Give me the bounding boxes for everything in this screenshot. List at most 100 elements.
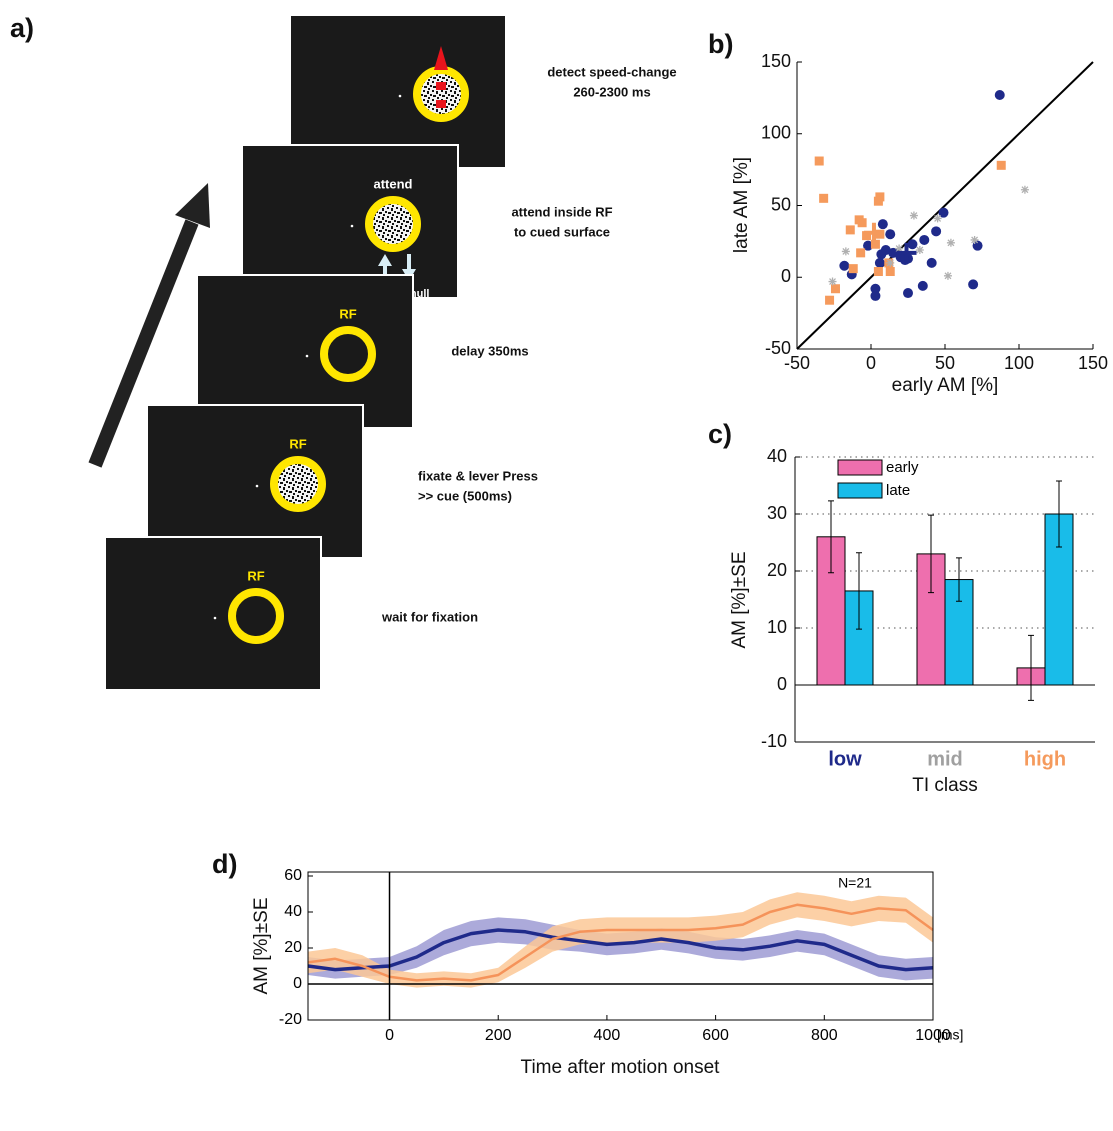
y-tick-label: 50 (771, 194, 791, 214)
point (863, 240, 874, 251)
error-bar (956, 557, 962, 602)
point (856, 248, 866, 258)
x-tick-label: low (828, 748, 862, 770)
point (996, 160, 1006, 170)
x-tick-label: high (1024, 748, 1066, 770)
screen-label: attend (374, 176, 413, 191)
y-tick-label: -20 (279, 1011, 302, 1028)
panel-label: c) (708, 419, 732, 449)
point (895, 244, 904, 253)
receptive-field (270, 456, 326, 512)
plot-frame (307, 871, 934, 1021)
point (870, 283, 881, 294)
task-screen: RF (104, 536, 322, 691)
screen-caption: >> cue (500ms) (418, 488, 512, 503)
screen-caption: attend inside RF (511, 204, 612, 219)
screen-caption: delay 350ms (451, 343, 528, 358)
progress-arrow (88, 219, 199, 468)
x-unit: [ms] (937, 1027, 963, 1043)
x-tick-label: 400 (594, 1027, 621, 1044)
point (874, 257, 885, 268)
y-tick-label: 0 (777, 674, 787, 694)
point (885, 267, 895, 277)
point (903, 288, 913, 299)
point (845, 225, 855, 235)
point (877, 219, 888, 230)
screen (146, 404, 364, 559)
screen-label: RF (339, 306, 356, 321)
annotation: N=21 (838, 875, 872, 891)
legend-swatch (837, 459, 883, 476)
line (307, 903, 934, 982)
fixation-point (398, 94, 402, 98)
error-band (308, 917, 933, 981)
screen-label: RF (289, 436, 306, 451)
point (943, 271, 952, 280)
x-tick-label: 600 (702, 1027, 729, 1044)
y-tick-label: -10 (761, 731, 787, 751)
y-tick-label: 40 (767, 446, 787, 466)
x-tick-label: 150 (1078, 353, 1108, 373)
screen-label: RF (247, 568, 264, 583)
cue-arrow-head (378, 254, 392, 266)
y-tick-label: 100 (761, 123, 791, 143)
point (970, 235, 979, 244)
legend-label: early (886, 459, 919, 476)
y-tick-label: 0 (293, 975, 302, 992)
identity-line (796, 61, 1094, 350)
point (968, 279, 979, 290)
y-axis-label: AM [%]±SE (251, 897, 272, 994)
point (819, 193, 829, 203)
task-screen: RF (196, 274, 414, 429)
point (870, 290, 881, 301)
screen-caption: fixate & lever Press (418, 468, 538, 483)
y-tick-label: 20 (767, 560, 787, 580)
point (848, 264, 858, 274)
receptive-field (365, 196, 421, 252)
y-tick-label: 20 (284, 939, 302, 956)
y-tick-label: 30 (767, 503, 787, 523)
speed-cue (436, 100, 446, 108)
legend-label: late (886, 482, 910, 499)
mean-point (863, 222, 884, 243)
x-axis-label: Time after motion onset (521, 1057, 721, 1078)
x-axis-label: TI class (912, 775, 977, 796)
point (919, 234, 930, 245)
point (885, 229, 896, 240)
point (886, 258, 895, 267)
point (909, 211, 918, 220)
x-tick-label: 0 (385, 1027, 394, 1044)
point (862, 231, 872, 241)
screen (241, 144, 459, 299)
fixation-point (305, 354, 309, 358)
task-screen: RF (146, 404, 364, 559)
point (888, 247, 899, 258)
point (841, 247, 850, 256)
screen-caption: 260-2300 ms (573, 84, 650, 99)
point (839, 260, 850, 271)
receptive-field (228, 588, 284, 644)
x-tick-label: 0 (866, 353, 876, 373)
x-tick-label: 100 (1004, 353, 1034, 373)
x-tick-label: -50 (784, 353, 810, 373)
point (814, 156, 824, 166)
error-bar (828, 500, 834, 574)
x-tick-label: 800 (811, 1027, 838, 1044)
screen (104, 536, 322, 691)
fixation-point (350, 224, 354, 228)
point (926, 257, 937, 268)
speed-cue (436, 82, 446, 90)
point (946, 238, 955, 247)
point (876, 249, 887, 260)
point (917, 280, 928, 291)
fixation-point (213, 616, 217, 620)
point (830, 284, 840, 294)
x-axis-label: early AM [%] (892, 375, 999, 396)
y-tick-label: 0 (781, 266, 791, 286)
mean-point (896, 242, 917, 263)
point (915, 245, 924, 254)
y-axis-label: AM [%]±SE (729, 551, 750, 648)
point (825, 295, 835, 305)
receptive-field (320, 326, 376, 382)
